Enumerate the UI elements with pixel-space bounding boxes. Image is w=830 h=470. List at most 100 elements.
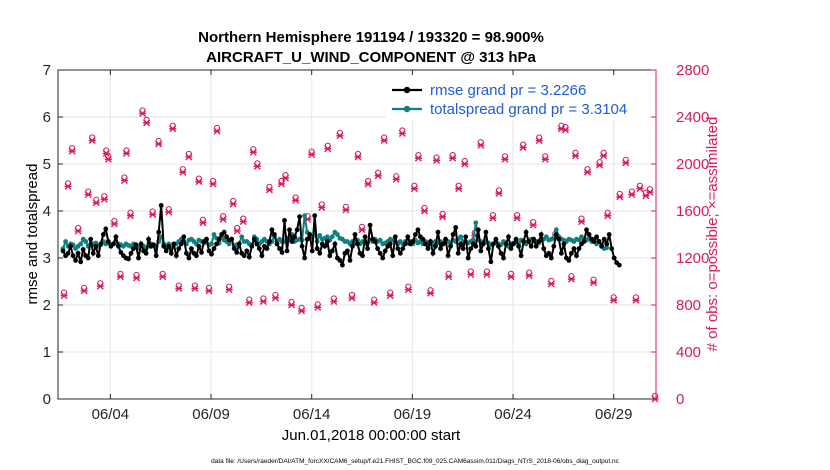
rmse-point [506,234,511,240]
rmse-point [380,255,386,261]
rmse-point [206,248,212,254]
rmse-point [362,234,368,240]
rmse-point [312,213,318,219]
rmse-point [448,243,453,249]
rmse-point [508,246,514,252]
obs-assimilated-marker [610,296,618,304]
y-left-tick-label: 7 [43,62,51,79]
obs-point [74,224,82,235]
obs-assimilated-marker [209,180,217,188]
legend-spread-marker [403,105,411,113]
obs-assimilated-marker [282,174,290,182]
totalspread-point [302,213,307,219]
obs-point [584,166,592,176]
totalspread-point [543,234,549,240]
obs-point [298,304,306,315]
rmse-point [347,258,353,263]
obs-point [461,157,469,168]
rmse-point [136,255,141,261]
obs-assimilated-marker [398,129,406,137]
rmse-point [186,255,192,261]
rmse-point [131,246,136,252]
rmse-point [516,243,521,249]
obs-assimilated-marker [600,152,608,160]
rmse-point [428,239,433,244]
rmse-point [85,255,91,261]
obs-point [277,177,285,188]
obs-assimilated-marker [439,213,447,221]
rmse-point [435,229,441,235]
obs-assimilated-marker [191,285,199,293]
obs-point [143,116,151,127]
obs-point [219,213,227,223]
obs-assimilated-marker [205,287,213,295]
y-axis-left: 0 1 2 3 4 5 6 7 [43,62,63,408]
obs-assimilated-marker [179,168,187,176]
rmse-point [616,262,622,268]
obs-point [60,289,68,300]
rmse-point [105,239,111,244]
rmse-point [375,246,380,252]
obs-assimilated-marker [483,270,491,278]
obs-assimilated-marker [314,303,322,311]
obs-point [259,295,267,305]
obs-point [571,149,579,160]
rmse-point [496,243,501,249]
rmse-point [264,246,270,252]
obs-assimilated-marker [74,227,82,235]
obs-point [578,215,586,226]
obs-assimilated-marker [342,206,350,214]
rmse-point [531,236,537,242]
obs-assimilated-marker [646,188,654,196]
legend: rmse grand pr = 3.2266 totalspread grand… [386,76,648,120]
obs-point [265,183,273,194]
rmse-point [340,262,345,268]
rmse-point [133,242,139,248]
obs-point [529,219,537,229]
rmse-point [196,243,202,249]
obs-assimilated-marker [578,218,586,226]
rmse-point [269,227,275,233]
rmse-point [292,234,297,240]
obs-assimilated-marker [298,307,306,315]
obs-assimilated-marker [364,180,372,188]
obs-assimilated-marker [245,299,253,307]
obs-assimilated-marker [525,272,533,280]
rmse-point [601,236,607,242]
obs-assimilated-marker [561,126,569,134]
obs-assimilated-marker [584,168,592,176]
rmse-point [103,226,109,232]
rmse-point [503,241,509,247]
rmse-point [473,243,479,249]
obs-assimilated-marker [233,227,241,235]
obs-point [348,291,356,302]
rmse-point [75,250,81,256]
obs-point [324,142,332,153]
obs-assimilated-marker [96,282,104,290]
rmse-point [392,234,398,240]
obs-assimilated-marker [195,178,203,186]
obs-point [342,203,350,214]
y-left-tick-label: 6 [43,109,51,126]
obs-point [239,215,247,226]
obs-point [225,283,233,294]
rmse-point [317,250,323,256]
obs-assimilated-marker [374,172,382,180]
rmse-point [332,241,338,247]
obs-point [229,197,237,208]
rmse-point [486,246,491,252]
rmse-point [355,241,360,247]
totalspread-point [239,234,245,240]
rmse-point [304,236,310,242]
chart-title-line2: AIRCRAFT_U_WIND_COMPONENT @ 313 hPa [206,49,536,66]
y-right-tick-label: 0 [676,391,684,408]
obs-count-markers [60,107,659,403]
obs-assimilated-marker [133,274,141,282]
obs-point [245,296,253,307]
rmse-point [146,236,152,242]
rmse-point [126,256,131,262]
rmse-point [553,232,559,237]
obs-point [139,107,147,117]
rmse-point [70,253,76,259]
obs-assimilated-marker [308,151,316,159]
